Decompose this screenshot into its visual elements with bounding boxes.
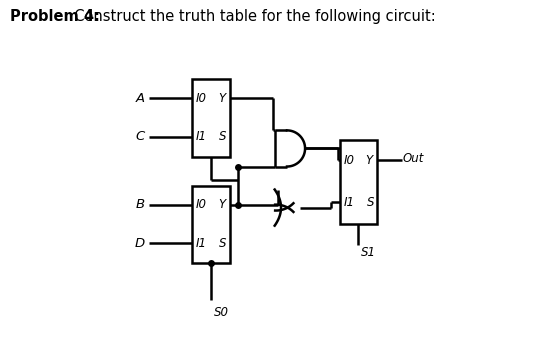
Text: B: B bbox=[136, 198, 145, 211]
Text: S: S bbox=[367, 196, 374, 209]
Text: S0: S0 bbox=[214, 306, 229, 319]
Text: C: C bbox=[136, 130, 145, 143]
Text: I1: I1 bbox=[343, 196, 354, 209]
Text: I1: I1 bbox=[196, 237, 207, 250]
Text: I1: I1 bbox=[196, 130, 207, 143]
Text: A: A bbox=[136, 91, 145, 104]
Bar bbox=[339, 140, 377, 224]
Text: Y: Y bbox=[218, 198, 225, 211]
Text: Y: Y bbox=[366, 154, 373, 167]
Bar bbox=[192, 186, 230, 264]
Text: Out: Out bbox=[403, 152, 424, 165]
Text: S1: S1 bbox=[361, 246, 376, 259]
Text: Y: Y bbox=[218, 91, 225, 104]
Text: I0: I0 bbox=[196, 198, 207, 211]
Text: Construct the truth table for the following circuit:: Construct the truth table for the follow… bbox=[65, 9, 436, 24]
Text: S: S bbox=[219, 237, 226, 250]
Bar bbox=[192, 79, 230, 157]
Text: I0: I0 bbox=[196, 91, 207, 104]
Text: I0: I0 bbox=[343, 154, 354, 167]
Text: Problem 4:: Problem 4: bbox=[10, 9, 100, 24]
Text: S: S bbox=[219, 130, 226, 143]
Text: D: D bbox=[135, 237, 145, 250]
